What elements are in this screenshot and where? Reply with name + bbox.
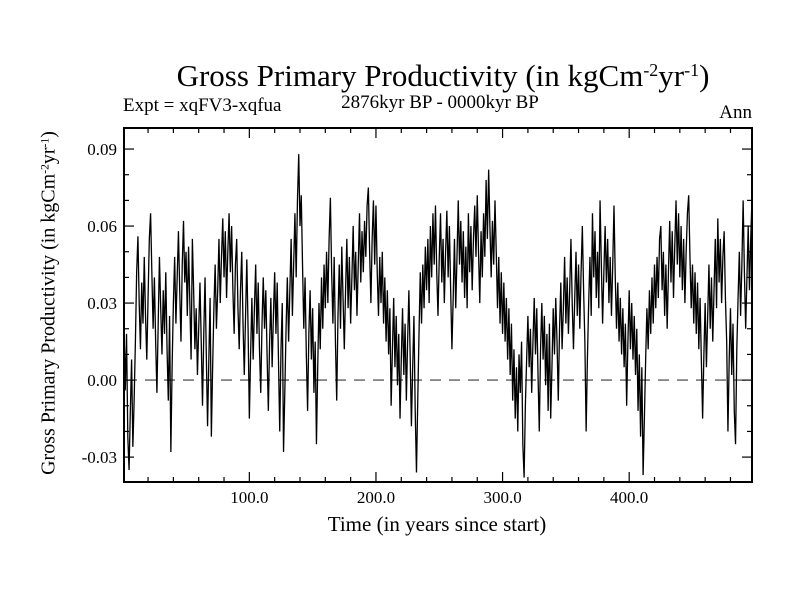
y-axis-label-superscript-2: -2 <box>38 164 52 174</box>
y-axis-label-text-yr: yr <box>37 147 60 165</box>
y-axis-label: Gross Primary Productivity (in kgCm-2yr-… <box>38 131 61 475</box>
chart-title-superscript-2: -2 <box>643 60 659 81</box>
chart-title-close-paren: ) <box>699 58 710 93</box>
y-axis-label-text: Gross Primary Productivity (in kgCm <box>37 173 60 475</box>
chart-subtitle: 2876kyr BP - 0000kyr BP <box>341 92 539 113</box>
experiment-label: Expt = xqFV3-xqfua <box>123 95 282 116</box>
x-tick-label: 100.0 <box>230 488 268 507</box>
gpp-timeseries-line <box>123 154 753 478</box>
y-tick-label: 0.03 <box>87 294 117 313</box>
x-axis-label: Time (in years since start) <box>327 512 547 536</box>
y-tick-label: 0.09 <box>87 140 117 159</box>
y-axis-label-superscript-1: -1 <box>38 137 52 148</box>
plot-frame <box>123 127 753 483</box>
x-tick-label: 200.0 <box>357 488 395 507</box>
y-axis-label-close-paren: ) <box>37 131 60 138</box>
x-tick-label: 300.0 <box>483 488 521 507</box>
season-label: Ann <box>719 102 752 123</box>
x-tick-label: 400.0 <box>610 488 648 507</box>
chart-title-superscript-1: -1 <box>684 60 700 81</box>
chart-title-text: Gross Primary Productivity (in kgCm <box>176 58 644 93</box>
y-tick-label: 0.00 <box>87 371 117 390</box>
chart-title-text-yr: yr <box>658 58 685 93</box>
chart-title: Gross Primary Productivity (in kgCm-2yr-… <box>177 58 710 94</box>
y-tick-label: -0.03 <box>82 448 117 467</box>
y-tick-label: 0.06 <box>87 217 117 236</box>
